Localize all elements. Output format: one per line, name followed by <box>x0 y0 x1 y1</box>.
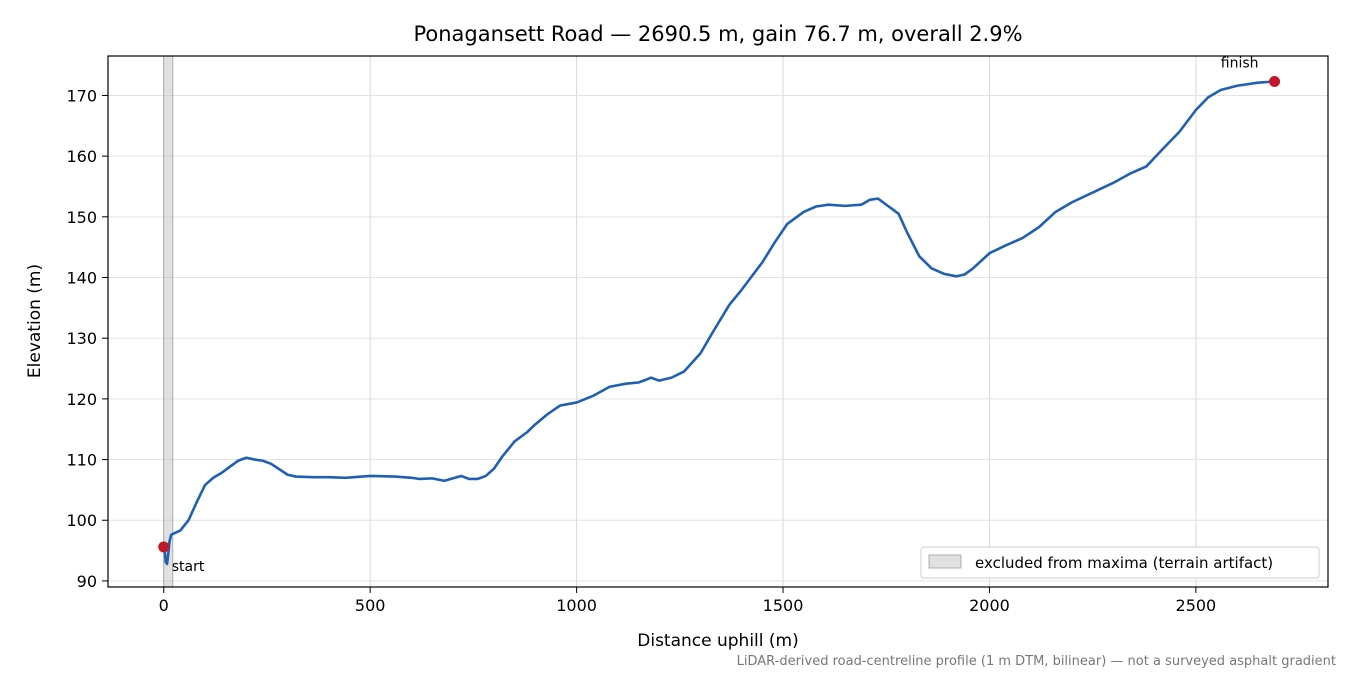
y-tick-label: 170 <box>66 86 97 105</box>
y-tick-label: 120 <box>66 390 97 409</box>
finish-label: finish <box>1221 55 1259 71</box>
y-tick-label: 90 <box>77 572 97 591</box>
series-layer <box>162 80 1276 566</box>
chart-title: Ponagansett Road — 2690.5 m, gain 76.7 m… <box>413 22 1022 46</box>
y-axis-label: Elevation (m) <box>25 264 45 378</box>
marker-layer <box>158 75 1281 553</box>
start-marker <box>158 541 170 553</box>
annotations: start finish <box>172 55 1259 574</box>
start-label: start <box>172 559 205 575</box>
legend-label-excluded: excluded from maxima (terrain artifact) <box>975 554 1273 572</box>
legend: excluded from maxima (terrain artifact) <box>920 546 1320 579</box>
y-tick-label: 160 <box>66 147 97 166</box>
elevation-line <box>162 80 1276 566</box>
y-axis-ticks: 90 100 110 120 130 140 150 160 170 <box>66 86 108 591</box>
x-axis-ticks: 0 500 1000 1500 2000 2500 <box>159 587 1217 615</box>
y-tick-label: 100 <box>66 511 97 530</box>
y-tick-label: 130 <box>66 329 97 348</box>
footnote: LiDAR-derived road-centreline profile (1… <box>737 654 1336 669</box>
legend-swatch-excluded <box>928 554 962 569</box>
x-tick-label: 0 <box>159 596 169 615</box>
excluded-band <box>163 55 174 588</box>
x-tick-label: 500 <box>355 596 386 615</box>
x-tick-label: 1000 <box>556 596 597 615</box>
x-axis-label: Distance uphill (m) <box>637 631 798 651</box>
x-tick-label: 2500 <box>1176 596 1217 615</box>
excluded-band-layer <box>163 55 174 588</box>
x-tick-label: 1500 <box>763 596 804 615</box>
plot-frame <box>107 55 1329 588</box>
legend-box <box>920 546 1320 579</box>
finish-marker <box>1269 75 1281 87</box>
x-tick-label: 2000 <box>969 596 1010 615</box>
y-tick-label: 110 <box>66 451 97 470</box>
y-tick-label: 140 <box>66 269 97 288</box>
y-tick-label: 150 <box>66 208 97 227</box>
grid-lines <box>108 56 1328 587</box>
